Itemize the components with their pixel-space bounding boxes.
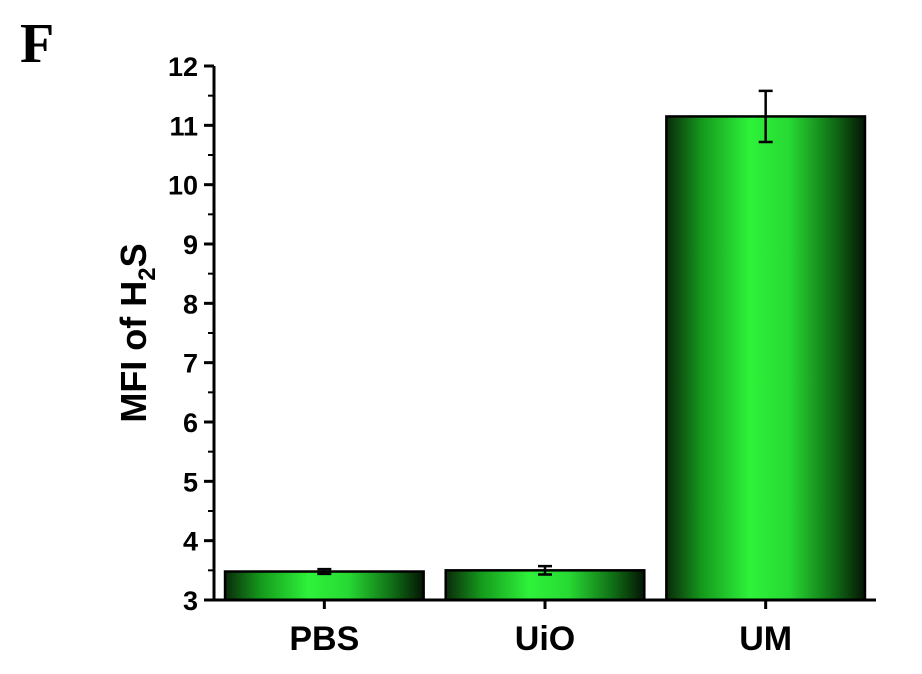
x-tick-label: UM xyxy=(739,620,792,658)
y-title-prefix: MFI of H xyxy=(113,281,154,423)
y-tick-label: 6 xyxy=(183,408,198,438)
x-tick-label: PBS xyxy=(289,620,359,658)
bars xyxy=(223,89,867,602)
error-bar-um xyxy=(758,89,773,144)
y-tick-label: 12 xyxy=(168,52,198,82)
x-tick-label: UiO xyxy=(515,620,575,658)
y-axis-ticks: 3 4 5 6 7 8 9 10 11 12 xyxy=(168,52,214,616)
y-tick-label: 7 xyxy=(183,349,198,379)
y-axis-title: MFI of H2S xyxy=(113,243,161,422)
y-tick-label: 10 xyxy=(168,171,198,201)
panel-letter: F xyxy=(20,13,54,75)
y-tick-label: 9 xyxy=(183,230,198,260)
bar-pbs xyxy=(223,570,425,602)
error-bar-pbs xyxy=(317,567,332,576)
y-tick-label: 5 xyxy=(183,467,198,497)
y-tick-label: 11 xyxy=(169,111,198,141)
y-title-subscript: 2 xyxy=(134,267,161,280)
y-tick-label: 3 xyxy=(183,586,198,616)
x-axis-labels: PBS UiO UM xyxy=(289,600,792,658)
y-tick-label: 4 xyxy=(183,527,198,557)
y-tick-label: 8 xyxy=(183,289,198,319)
error-bar-uio xyxy=(538,564,552,576)
y-title-suffix: S xyxy=(113,243,154,267)
bar-um xyxy=(665,115,867,602)
